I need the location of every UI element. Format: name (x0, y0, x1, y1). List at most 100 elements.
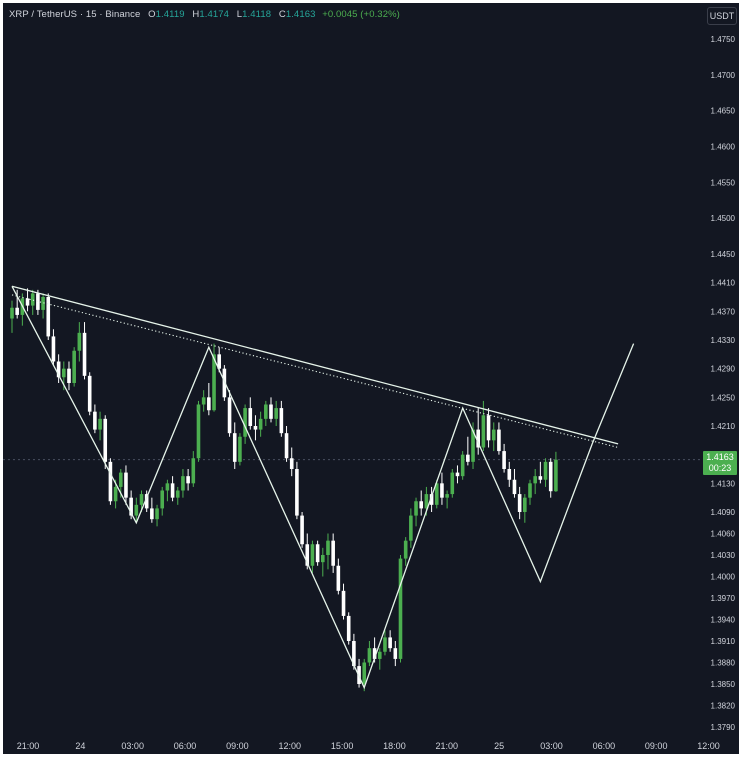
candle-body (196, 404, 201, 459)
candle-body (486, 415, 491, 441)
candle (310, 540, 315, 573)
time-tick-label: 12:00 (278, 741, 301, 751)
candle (10, 300, 14, 333)
candle (289, 447, 294, 477)
candle (409, 508, 413, 548)
candle-body (315, 544, 320, 563)
candle-body (424, 494, 429, 509)
price-tick-label: 1.4000 (711, 573, 736, 582)
candle (434, 479, 439, 509)
candle (165, 479, 170, 502)
candle (41, 293, 45, 319)
candle (98, 411, 102, 441)
candle (56, 354, 61, 383)
candle (222, 365, 227, 401)
candle (460, 451, 465, 480)
candle-body (321, 555, 325, 563)
price-tick-label: 1.3790 (711, 723, 736, 732)
candle (388, 630, 392, 652)
candle-body (124, 472, 128, 498)
candle-body (528, 483, 532, 498)
time-tick-label: 03:00 (540, 741, 563, 751)
candle-body (201, 397, 206, 405)
candle-body (103, 418, 108, 462)
candlestick-chart[interactable]: 1.4750 1.4700 1.4650 1.4600 1.4550 1.4500 1.44… (3, 3, 739, 754)
candle-body (87, 375, 92, 412)
candle (15, 289, 19, 319)
zigzag-line[interactable] (11, 285, 635, 690)
candle (466, 436, 470, 466)
candle (491, 422, 496, 452)
candle-body (466, 454, 470, 462)
close-label: C (278, 9, 286, 20)
candle-body (269, 404, 273, 419)
candle-body (212, 354, 216, 411)
candle-body (46, 297, 51, 337)
candle-body (305, 544, 310, 566)
price-tick-label: 1.4700 (711, 71, 736, 80)
candle (87, 372, 92, 416)
candle (170, 476, 175, 502)
neckline-line[interactable] (11, 285, 619, 445)
candle (528, 479, 532, 505)
candle-body (118, 472, 123, 487)
candle (25, 288, 30, 312)
candle (67, 361, 71, 391)
price-tick-label: 1.4450 (711, 250, 736, 259)
pattern-lines (11, 285, 635, 690)
candle (377, 648, 382, 670)
candle-body (372, 648, 377, 659)
price-tick-label: 1.4550 (711, 178, 736, 187)
candle-body (507, 469, 512, 480)
candle-body (341, 590, 346, 616)
candle-body (517, 494, 522, 512)
candle-body (403, 540, 408, 559)
candle-body (481, 415, 486, 448)
candle (414, 497, 418, 527)
candle-body (129, 497, 133, 516)
candle (502, 443, 506, 473)
candle (144, 490, 149, 512)
price-tick-label: 1.4410 (711, 279, 736, 288)
candle-body (409, 515, 413, 541)
candle (155, 504, 159, 527)
candle (279, 400, 284, 437)
candle (124, 465, 128, 505)
candle (429, 486, 434, 512)
open-label: O (148, 9, 156, 20)
candle-body (72, 350, 76, 383)
candle (232, 422, 237, 469)
candle-body (227, 397, 232, 434)
candle (284, 426, 289, 462)
candle-body (144, 494, 149, 509)
candle (346, 612, 351, 645)
candle (134, 497, 139, 523)
candle-body (491, 429, 496, 441)
candle-body (523, 497, 527, 512)
candle-body (25, 298, 30, 306)
candle-body (186, 476, 190, 484)
candle (269, 397, 273, 423)
candle (181, 469, 185, 498)
change-value: +0.0045 (+0.32%) (322, 9, 400, 20)
time-tick-label: 09:00 (645, 741, 668, 751)
last-price-value: 1.4163 (706, 452, 734, 462)
candle-body (497, 429, 501, 452)
low-label: L (236, 9, 243, 20)
candle (300, 512, 304, 548)
candle-body (445, 494, 449, 498)
candle-body (243, 408, 247, 437)
candle-body (377, 651, 382, 659)
candle (398, 555, 403, 663)
dotted-trendline-line[interactable] (11, 294, 619, 449)
candle-body (160, 490, 165, 509)
price-tick-label: 1.3940 (711, 616, 736, 625)
candle (440, 472, 444, 505)
candle (315, 540, 320, 566)
price-tick-label: 1.3910 (711, 637, 736, 646)
time-tick-label: 21:00 (17, 741, 40, 751)
candle-body (388, 637, 392, 649)
currency-button[interactable]: USDT (707, 7, 737, 25)
high-label: H (192, 9, 200, 20)
candle (533, 469, 537, 495)
